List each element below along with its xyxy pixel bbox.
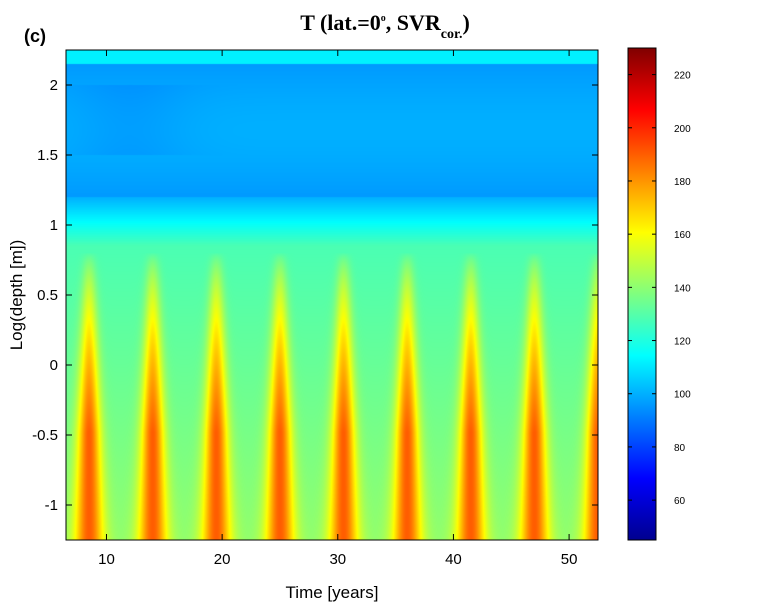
title-sub: cor. — [441, 27, 463, 42]
colorbar-tick-label: 180 — [674, 177, 691, 188]
chart-title: T (lat.=0o, SVRcor.) — [300, 10, 470, 42]
y-tick-label: 1.5 — [37, 147, 58, 164]
title-sep: , SVR — [386, 10, 442, 35]
colorbar: 60 80 100 120 140 160 180 200 220 — [627, 47, 691, 541]
colorbar-tick-label: 140 — [674, 283, 691, 294]
colorbar-frame — [627, 47, 657, 541]
colorbar-tick-label: 160 — [674, 230, 691, 241]
colorbar-ticks: 60 80 100 120 140 160 180 200 220 — [628, 71, 691, 507]
colorbar-tick-label: 220 — [674, 71, 691, 82]
x-tick-label: 20 — [214, 551, 231, 568]
colorbar-fill — [628, 48, 656, 540]
y-tick-label: -1 — [45, 497, 58, 514]
y-tick-label: -0.5 — [32, 427, 58, 444]
title-close: ) — [462, 10, 469, 35]
heatmap-canvas — [66, 50, 598, 540]
x-tick-label: 40 — [445, 551, 462, 568]
title-main: T (lat.=0 — [300, 10, 381, 35]
y-axis: -1 -0.5 0 0.5 1 1.5 2 — [32, 77, 598, 514]
colorbar-tick-label: 200 — [674, 124, 691, 135]
heatmap-image — [66, 50, 598, 540]
y-tick-label: 0 — [50, 357, 58, 374]
x-tick-label: 30 — [329, 551, 346, 568]
x-axis-label: Time [years] — [286, 583, 379, 602]
title-degree: o — [381, 13, 386, 24]
x-tick-label: 50 — [561, 551, 578, 568]
x-axis: 10 20 30 40 50 — [98, 50, 577, 568]
colorbar-tick-label: 80 — [674, 443, 686, 454]
heatmap-plot-area — [65, 49, 599, 541]
colorbar-tick-label: 120 — [674, 337, 691, 348]
y-tick-label: 1 — [50, 217, 58, 234]
colorbar-tick-label: 60 — [674, 496, 686, 507]
y-tick-label: 0.5 — [37, 287, 58, 304]
x-tick-label: 10 — [98, 551, 115, 568]
y-axis-label: Log(depth [m]) — [7, 240, 26, 351]
panel-label: (c) — [24, 26, 46, 46]
colorbar-tick-label: 100 — [674, 390, 691, 401]
y-tick-label: 2 — [50, 77, 58, 94]
